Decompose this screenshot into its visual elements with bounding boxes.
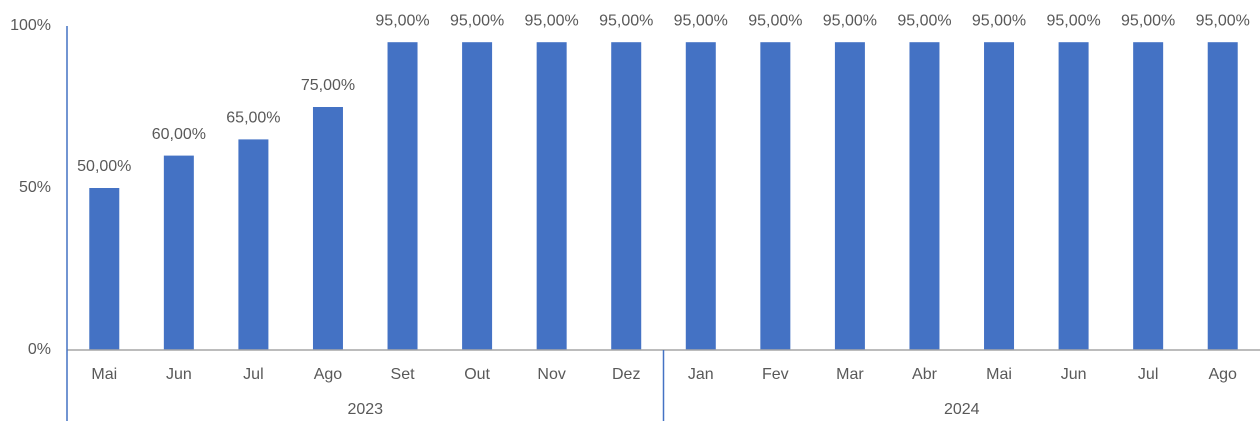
x-tick-label: Jul [243, 366, 263, 383]
x-tick-label: Mai [91, 366, 117, 383]
data-label: 95,00% [375, 12, 429, 29]
bar [1058, 42, 1089, 350]
x-tick-label: Mar [836, 366, 864, 383]
x-tick-label: Jul [1138, 366, 1158, 383]
bar [1207, 42, 1238, 350]
y-tick-label: 50% [19, 179, 51, 196]
bar [312, 107, 343, 350]
bar [1133, 42, 1164, 350]
x-tick-label: Jun [166, 366, 192, 383]
data-label: 95,00% [674, 12, 728, 29]
x-tick-label: Fev [762, 366, 789, 383]
group-label: 2024 [944, 401, 980, 418]
x-tick-label: Abr [912, 366, 938, 383]
data-label: 95,00% [823, 12, 877, 29]
bar [611, 42, 642, 350]
x-tick-label: Mai [986, 366, 1012, 383]
data-label: 95,00% [748, 12, 802, 29]
group-label: 2023 [347, 401, 383, 418]
data-label: 95,00% [599, 12, 653, 29]
bar [984, 42, 1015, 350]
data-label: 95,00% [450, 12, 504, 29]
bar [536, 42, 567, 350]
bar [462, 42, 493, 350]
y-tick-label: 0% [28, 341, 51, 358]
x-tick-label: Jan [688, 366, 714, 383]
x-tick-label: Nov [537, 366, 565, 383]
x-tick-label: Out [464, 366, 490, 383]
data-label: 95,00% [897, 12, 951, 29]
bar [685, 42, 716, 350]
bar [909, 42, 940, 350]
x-tick-label: Jun [1061, 366, 1087, 383]
x-tick-label: Dez [612, 366, 640, 383]
bar [163, 155, 194, 350]
data-label: 60,00% [152, 126, 206, 143]
x-tick-label: Ago [314, 366, 343, 383]
data-label: 95,00% [1121, 12, 1175, 29]
x-tick-label: Set [391, 366, 416, 383]
data-label: 50,00% [77, 158, 131, 175]
x-tick-label: Ago [1208, 366, 1237, 383]
y-tick-label: 100% [10, 17, 51, 34]
bar [760, 42, 791, 350]
data-label: 65,00% [226, 110, 280, 127]
data-label: 95,00% [525, 12, 579, 29]
bar [238, 139, 269, 350]
bar [387, 42, 418, 350]
data-label: 75,00% [301, 77, 355, 94]
data-label: 95,00% [1046, 12, 1100, 29]
bar [834, 42, 865, 350]
data-label: 95,00% [1196, 12, 1250, 29]
bar [89, 188, 120, 350]
data-label: 95,00% [972, 12, 1026, 29]
